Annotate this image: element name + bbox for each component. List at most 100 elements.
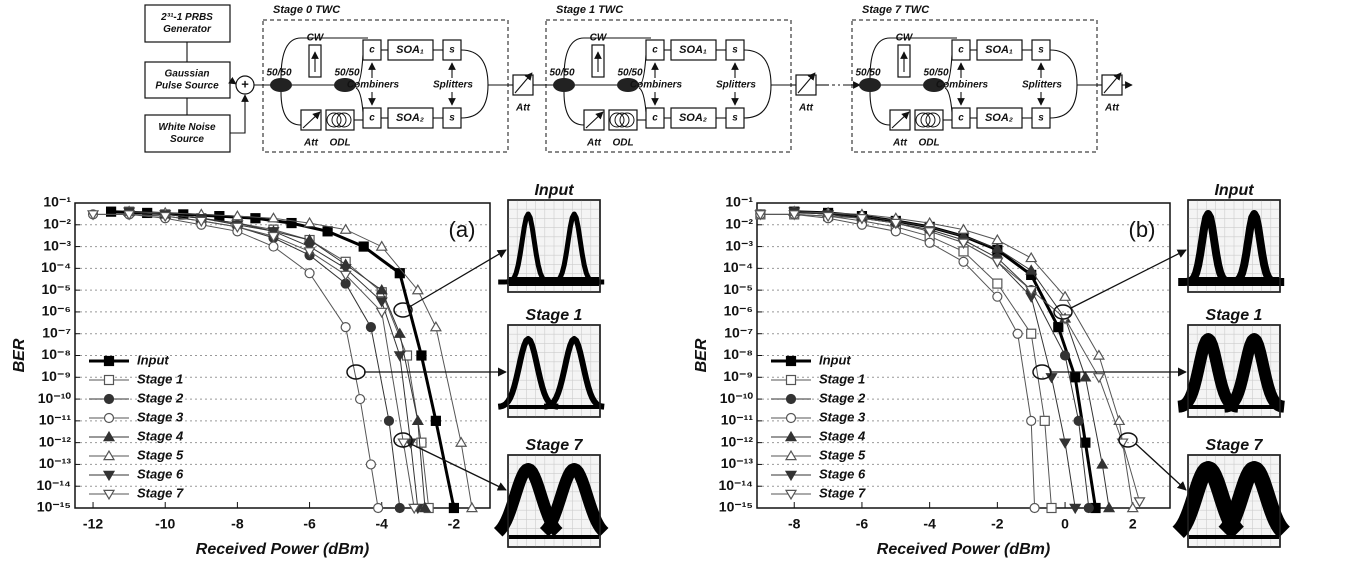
data-point [993, 292, 1002, 301]
diagram-label: c [652, 45, 658, 56]
data-point [1061, 351, 1070, 360]
diagram-label: Stage 7 TWC [862, 4, 930, 16]
data-point [1027, 416, 1036, 425]
legend-marker [787, 414, 796, 423]
legend-marker [787, 376, 796, 385]
diagram-label: + [241, 76, 249, 91]
y-tick-label: 10⁻⁹ [723, 368, 753, 384]
diagram-label: s [732, 45, 738, 56]
diagram-label: Pulse Source [155, 81, 219, 92]
y-tick-label: 10⁻¹⁴ [36, 477, 71, 493]
legend-label: Stage 7 [137, 485, 184, 500]
connector [639, 88, 646, 112]
diagram-label: 50/50 [266, 68, 291, 79]
data-point [179, 210, 188, 219]
x-tick-label: -12 [83, 516, 103, 532]
data-point [215, 212, 224, 221]
charts: 10⁻¹10⁻²10⁻³10⁻⁴10⁻⁵10⁻⁶10⁻⁷10⁻⁸10⁻⁹10⁻¹… [11, 182, 1284, 558]
legend-label: Stage 6 [137, 466, 184, 481]
data-point [1071, 373, 1080, 382]
legend-marker [105, 376, 114, 385]
data-point [1084, 504, 1093, 513]
y-tick-label: 10⁻¹⁰ [38, 390, 72, 406]
legend-label: Input [137, 352, 169, 367]
eye-baseline [509, 405, 599, 409]
y-axis-label: BER [11, 338, 28, 372]
y-tick-label: 10⁻⁵ [41, 281, 71, 297]
data-point [1047, 504, 1056, 513]
y-tick-label: 10⁻² [43, 215, 71, 231]
data-point [449, 504, 458, 513]
y-tick-label: 10⁻¹ [43, 194, 71, 210]
coupler [859, 78, 881, 92]
diagram-label: s [1038, 113, 1044, 124]
y-tick-label: 10⁻⁷ [724, 324, 753, 340]
eye-baseline [509, 535, 599, 539]
x-tick-label: -2 [448, 516, 461, 532]
diagram-label: c [652, 113, 658, 124]
diagram-label: SOA₁ [396, 44, 424, 56]
x-axis-label: Received Power (dBm) [196, 541, 369, 558]
legend-label: Stage 1 [819, 371, 865, 386]
data-point [251, 214, 260, 223]
inset-title: Stage 1 [1206, 307, 1263, 324]
diagram-label: SOA₁ [985, 44, 1013, 56]
legend-marker [787, 395, 796, 404]
connector [281, 92, 301, 125]
legend-label: Stage 4 [819, 428, 866, 443]
legend-label: Stage 1 [137, 371, 183, 386]
diagram-label: Combiners [347, 80, 400, 91]
diagram-label: Att [892, 138, 908, 149]
data-point [356, 395, 365, 404]
diagram-label: Stage 0 TWC [273, 4, 341, 16]
x-tick-label: -2 [991, 516, 1004, 532]
data-point [366, 460, 375, 469]
data-point [959, 257, 968, 266]
diagram-label: 50/50 [617, 68, 642, 79]
x-tick-label: -4 [923, 516, 936, 532]
y-tick-label: 10⁻³ [725, 237, 753, 253]
diagram-label: c [369, 113, 375, 124]
y-tick-label: 10⁻⁹ [41, 368, 71, 384]
legend-marker [105, 395, 114, 404]
diagram-label: Splitters [1022, 80, 1062, 91]
diagram-label: Splitters [433, 80, 473, 91]
eye-baseline [1189, 277, 1279, 286]
diagram-label: s [449, 45, 455, 56]
y-tick-label: 10⁻¹⁰ [720, 390, 754, 406]
diagram-label: SOA₂ [679, 112, 707, 124]
legend-label: Stage 5 [137, 447, 184, 462]
diagram-label: ODL [918, 138, 939, 149]
y-tick-label: 10⁻² [725, 215, 753, 231]
x-tick-label: -8 [788, 516, 801, 532]
data-point [1027, 329, 1036, 338]
x-tick-label: 0 [1061, 516, 1069, 532]
diagram-label: 50/50 [923, 68, 948, 79]
diagram-label: c [958, 113, 964, 124]
x-tick-label: -6 [303, 516, 316, 532]
y-tick-label: 10⁻⁴ [41, 259, 71, 275]
data-point [1030, 504, 1039, 513]
inset-title: Stage 1 [526, 307, 583, 324]
legend-label: Stage 7 [819, 485, 866, 500]
y-tick-label: 10⁻¹² [39, 433, 72, 449]
legend-marker [105, 414, 114, 423]
legend-marker [787, 357, 796, 366]
y-tick-label: 10⁻¹⁵ [37, 499, 71, 515]
y-tick-label: 10⁻⁸ [41, 346, 71, 362]
eye-baseline [1189, 535, 1279, 539]
data-point [323, 227, 332, 236]
x-tick-label: 2 [1129, 516, 1137, 532]
diagram-label: 50/50 [549, 68, 574, 79]
y-tick-label: 10⁻¹³ [39, 455, 72, 471]
panel-label: (b) [1129, 217, 1156, 242]
diagram-label: Generator [163, 24, 212, 35]
data-point [1081, 438, 1090, 447]
connector [230, 95, 245, 133]
ber-chart: 10⁻¹10⁻²10⁻³10⁻⁴10⁻⁵10⁻⁶10⁻⁷10⁻⁸10⁻⁹10⁻¹… [11, 182, 604, 558]
data-point [305, 269, 314, 278]
diagram-label: Source [170, 134, 204, 145]
connector [230, 80, 236, 84]
data-point [925, 238, 934, 247]
y-tick-label: 10⁻¹⁵ [719, 499, 753, 515]
